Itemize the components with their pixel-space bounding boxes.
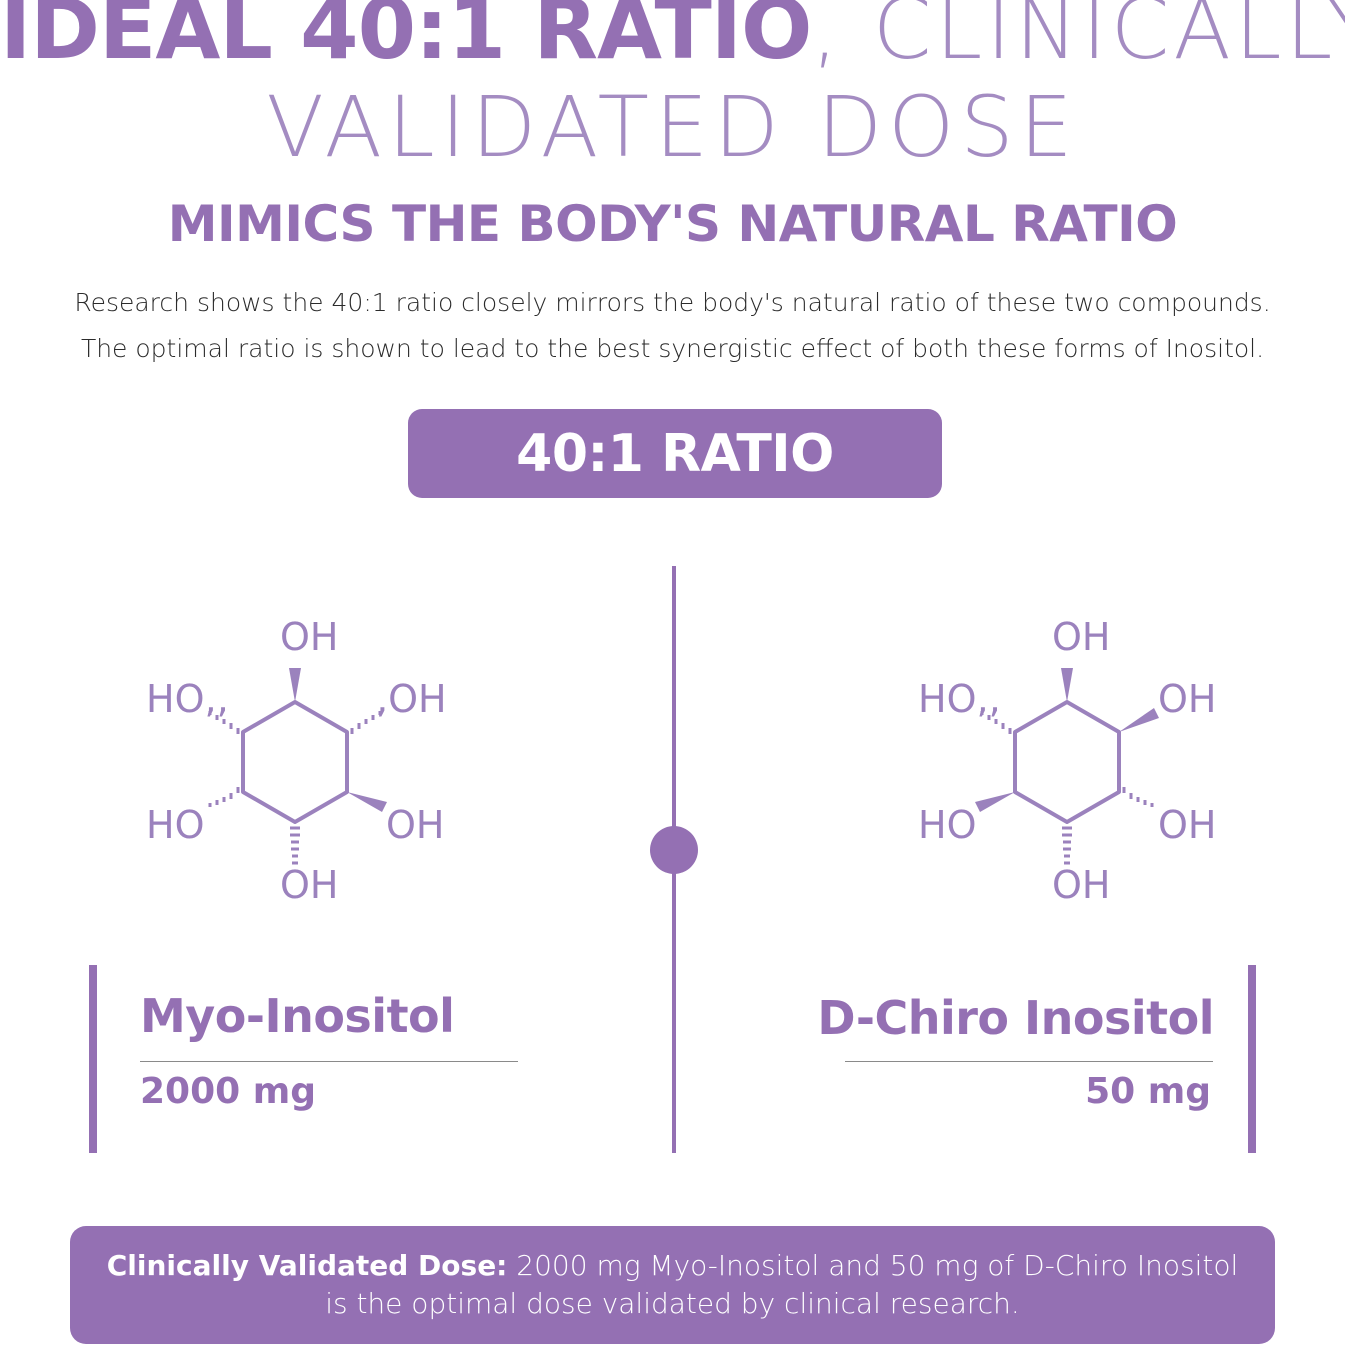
ratio-badge: 40:1 RATIO: [408, 409, 942, 498]
center-dot: [650, 826, 698, 874]
d-chiro-inositol-name: D-Chiro Inositol: [817, 991, 1214, 1045]
description-line-2: The optimal ratio is shown to lead to th…: [80, 334, 1265, 363]
page-title-line-2: VALIDATED DOSE: [266, 78, 1079, 176]
banner-strong-label: Clinically Validated Dose:: [106, 1249, 508, 1282]
myo-label-top: OH: [280, 615, 338, 659]
d-chiro-inositol-structure-icon: OH HO,, OH HO OH OH: [902, 610, 1262, 914]
dchiro-label-lower-left: HO: [918, 803, 976, 847]
myo-label-upper-right: ,OH: [376, 677, 447, 721]
page-title-line-1: IDEAL 40:1 RATIO, CLINICALLY: [0, 0, 1345, 84]
banner-line-1: Clinically Validated Dose: 2000 mg Myo-I…: [70, 1247, 1275, 1285]
right-divider: [845, 1061, 1213, 1062]
myo-inositol-structure-icon: OH HO,, ,OH HO OH OH: [130, 610, 490, 914]
myo-inositol-dose: 2000 mg: [140, 1071, 317, 1112]
myo-inositol-name: Myo-Inositol: [140, 989, 455, 1043]
description-line-1: Research shows the 40:1 ratio closely mi…: [74, 288, 1271, 317]
left-divider: [140, 1061, 518, 1062]
title-bold-text: IDEAL 40:1 RATIO: [0, 0, 812, 78]
myo-label-lower-right: OH: [386, 803, 444, 847]
dchiro-label-upper-left: HO,,: [918, 677, 1001, 721]
banner-line-1-text: 2000 mg Myo-Inositol and 50 mg of D-Chir…: [507, 1249, 1239, 1282]
title-light-text: , CLINICALLY: [811, 0, 1345, 78]
clinical-dose-banner: Clinically Validated Dose: 2000 mg Myo-I…: [70, 1226, 1275, 1344]
subtitle: MIMICS THE BODY'S NATURAL RATIO: [167, 195, 1178, 253]
myo-label-upper-left: HO,,: [146, 677, 229, 721]
left-accent-bar: [89, 965, 97, 1153]
myo-label-bottom: OH: [280, 863, 338, 907]
right-accent-bar: [1248, 965, 1256, 1153]
banner-line-2: is the optimal dose validated by clinica…: [325, 1287, 1020, 1320]
description: Research shows the 40:1 ratio closely mi…: [30, 280, 1315, 372]
dchiro-label-upper-right: OH: [1158, 677, 1216, 721]
dchiro-label-top: OH: [1052, 615, 1110, 659]
myo-label-lower-left: HO: [146, 803, 204, 847]
d-chiro-inositol-dose: 50 mg: [1085, 1071, 1211, 1112]
dchiro-label-bottom: OH: [1052, 863, 1110, 907]
dchiro-label-lower-right: OH: [1158, 803, 1216, 847]
